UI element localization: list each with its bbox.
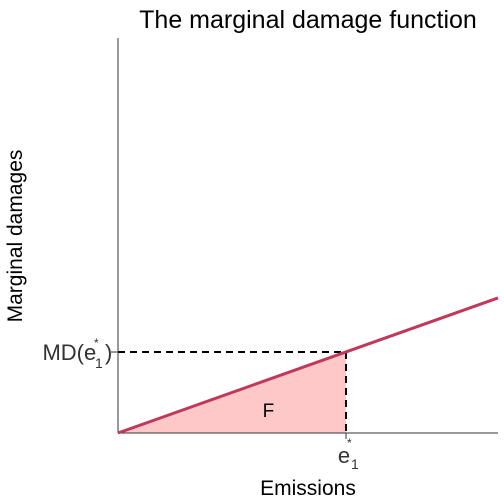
x-tick-label-e1: e 1 * <box>338 436 359 472</box>
y-tick-label-md: MD( e 1 * ) <box>42 336 112 371</box>
y-tick-label-prefix: MD( <box>42 340 84 365</box>
area-label-f: F <box>263 401 275 422</box>
x-axis-label: Emissions <box>260 477 356 500</box>
chart-title: The marginal damage function <box>139 6 477 34</box>
y-axis-label: Marginal damages <box>4 150 27 323</box>
x-tick-label-subscript: 1 <box>351 456 359 472</box>
y-tick-label-subscript: 1 <box>95 355 103 371</box>
y-tick-label-superscript: * <box>94 336 99 350</box>
marginal-damage-line <box>117 296 499 435</box>
x-tick-label-base: e <box>338 443 350 468</box>
y-tick-label-suffix: ) <box>105 340 112 365</box>
x-tick-label-superscript: * <box>347 436 352 450</box>
y-tick-label-base: e <box>84 340 96 365</box>
